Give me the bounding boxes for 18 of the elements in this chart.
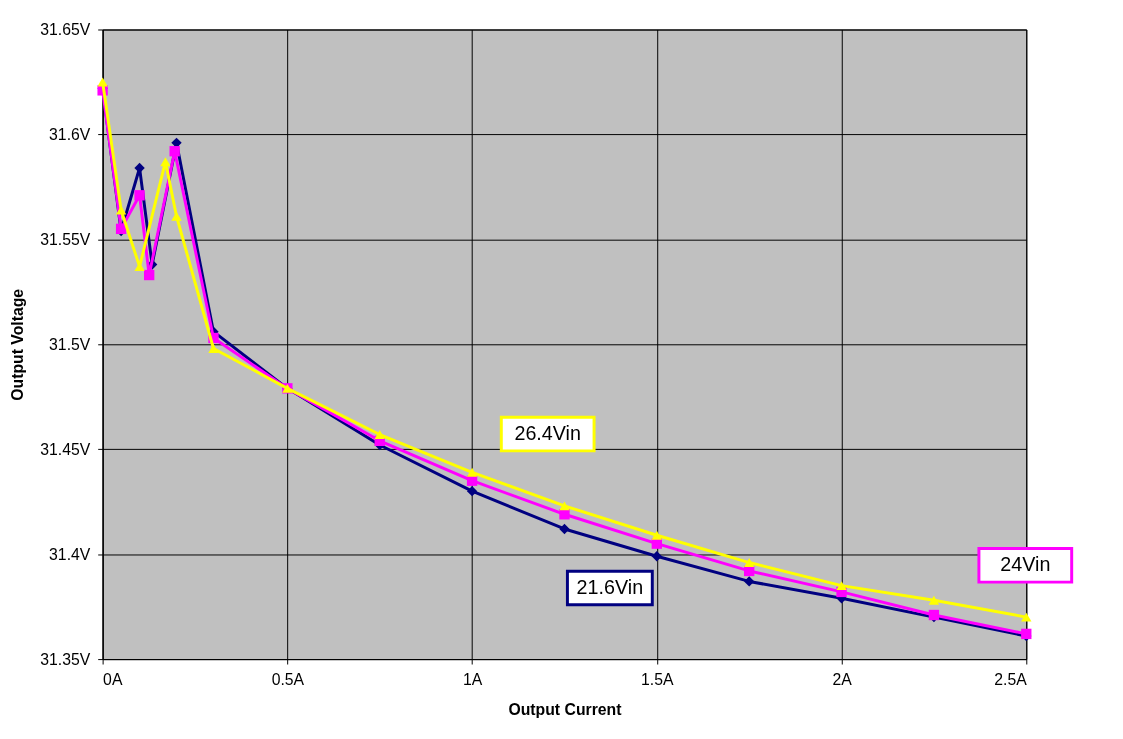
x-tick-label: 2.5A [994, 671, 1028, 689]
x-tick-label: 2A [832, 671, 853, 689]
x-tick-label: 1.5A [641, 671, 675, 689]
x-axis-title: Output Current [508, 700, 623, 718]
series-label: 21.6Vin [576, 575, 644, 598]
y-tick-label: 31.5V [49, 335, 91, 353]
x-tick-label: 1A [462, 671, 483, 689]
x-tick-label: 0A [103, 671, 123, 689]
y-tick-label: 31.4V [49, 545, 91, 563]
y-axis-title: Output Voltage [9, 288, 27, 401]
text: 24Vin [1000, 553, 1051, 576]
text: 26.4Vin [514, 422, 581, 445]
x-tick-label: 0.5A [271, 671, 305, 689]
y-tick-label: 31.35V [40, 650, 91, 668]
y-tick-label: 31.65V [40, 20, 91, 38]
y-tick-label: 31.6V [49, 125, 91, 143]
y-tick-label: 31.45V [40, 440, 91, 458]
y-tick-label: 31.55V [40, 230, 91, 248]
